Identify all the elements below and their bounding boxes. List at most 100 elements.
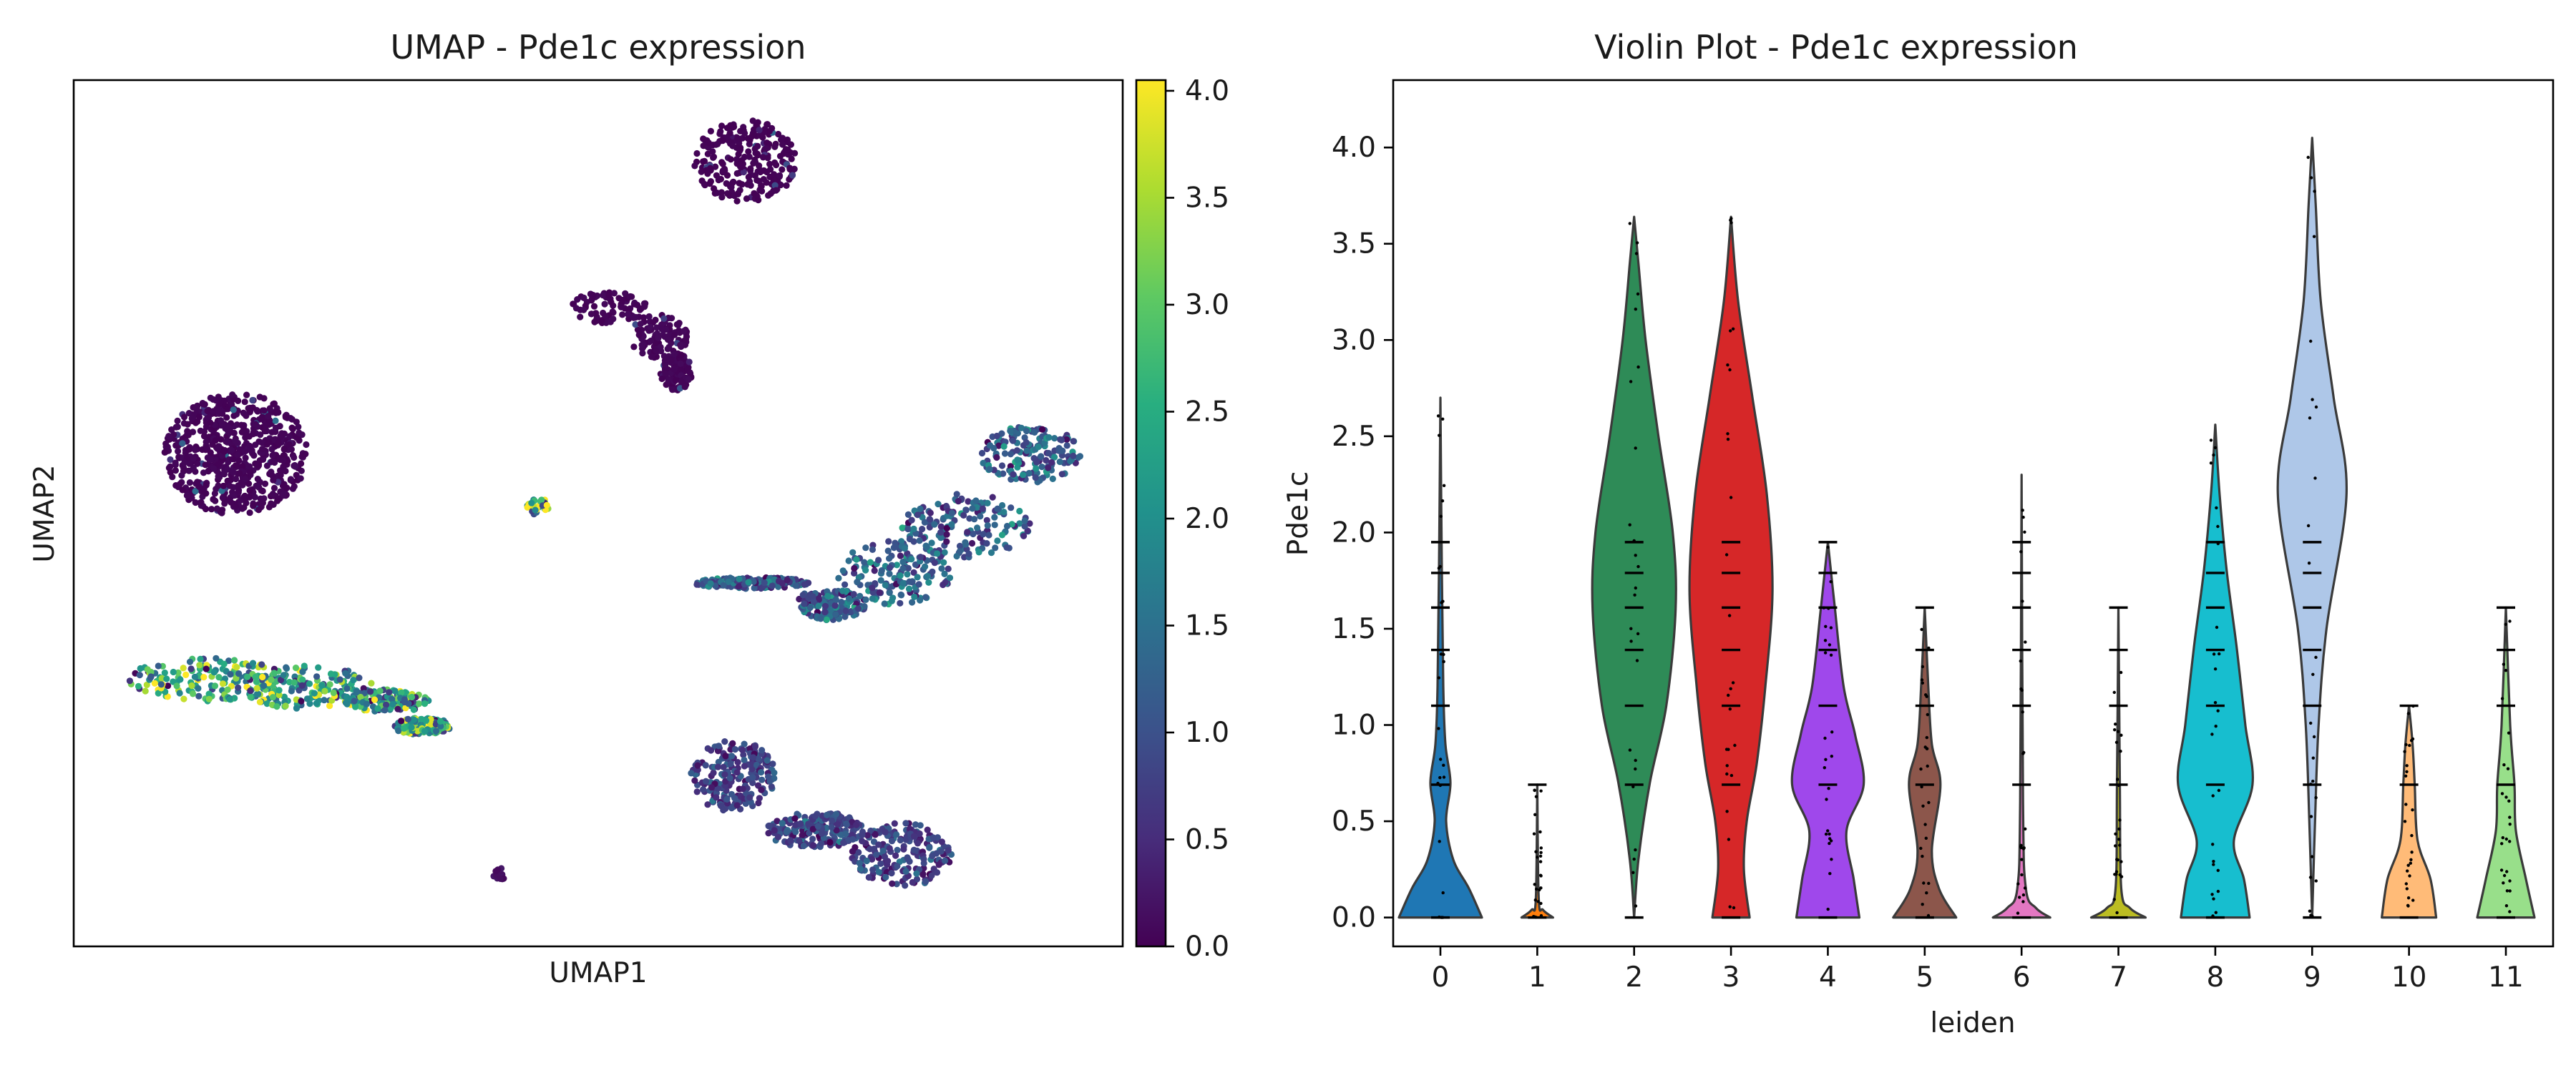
umap-point — [829, 824, 835, 831]
umap-point — [155, 662, 162, 669]
umap-point — [257, 699, 263, 705]
violin-2-point — [1629, 640, 1632, 642]
violin-9-point — [2315, 879, 2318, 882]
violin-6-point — [2016, 882, 2019, 885]
umap-point — [750, 754, 756, 760]
umap-point — [758, 777, 765, 783]
violin-11-point — [2502, 836, 2504, 839]
umap-point — [728, 753, 735, 759]
violin-6-point — [2019, 660, 2022, 662]
violin-1-point — [1537, 900, 1540, 903]
umap-point — [737, 163, 743, 170]
violin-3-point — [1729, 906, 1732, 908]
violin-8-point — [2214, 667, 2217, 670]
umap-point — [669, 386, 675, 393]
umap-point — [911, 847, 917, 853]
umap-point — [943, 539, 950, 545]
violin-10-point — [2410, 851, 2413, 853]
violin-4-point — [1824, 758, 1827, 761]
violin-3-point — [1729, 329, 1732, 332]
umap-point — [673, 377, 679, 383]
umap-point — [791, 815, 798, 822]
umap-point — [796, 838, 802, 844]
umap-point — [752, 743, 758, 750]
umap-point — [225, 406, 231, 412]
umap-point — [872, 567, 878, 574]
umap-point — [170, 669, 177, 675]
violin-4-point — [1830, 654, 1833, 657]
umap-point — [900, 580, 907, 587]
umap-point — [368, 680, 374, 687]
violin-group-10 — [2382, 705, 2436, 918]
umap-point — [288, 446, 295, 453]
violin-8-point — [2217, 710, 2220, 712]
umap-point — [938, 524, 945, 530]
violin-11-point — [2508, 815, 2511, 818]
umap-point — [248, 446, 254, 453]
umap-point — [994, 537, 1000, 544]
umap-point — [704, 801, 711, 808]
violin-2-point — [1634, 554, 1637, 557]
violin-5 — [1893, 607, 1956, 917]
violin-2-point — [1636, 241, 1639, 244]
violin-8-point — [2212, 897, 2215, 900]
violin-11-point — [2505, 838, 2508, 841]
umap-point — [283, 414, 289, 421]
violin-9-point — [2310, 176, 2313, 179]
umap-point — [1048, 459, 1055, 466]
violin-9-point — [2309, 722, 2312, 725]
violin-1-point — [1533, 883, 1536, 886]
umap-point — [962, 541, 969, 547]
umap-point — [242, 476, 248, 482]
umap-point — [776, 172, 783, 179]
umap-point — [250, 431, 256, 437]
violin-x-tick-label: 8 — [2206, 961, 2224, 994]
umap-point — [1014, 456, 1020, 463]
violin-y-tick-label: 3.0 — [1332, 324, 1376, 356]
umap-point — [955, 498, 962, 504]
umap-point — [745, 579, 751, 585]
umap-point — [917, 554, 924, 560]
umap-point — [293, 705, 300, 712]
umap-point — [970, 531, 976, 537]
violin-11-point — [2503, 874, 2506, 877]
violin-group-5 — [1893, 607, 1956, 917]
violin-x-tick-label: 2 — [1625, 961, 1643, 994]
violin-7-point — [2115, 741, 2118, 744]
umap-point — [221, 449, 228, 455]
violin-3-point — [1726, 363, 1729, 366]
umap-point — [731, 795, 738, 801]
umap-point — [190, 690, 196, 697]
umap-point — [327, 681, 333, 687]
violin-y-tick-label: 1.5 — [1332, 613, 1376, 645]
umap-point — [869, 584, 875, 591]
violin-10-point — [2408, 744, 2411, 747]
umap-point — [750, 117, 756, 124]
violin-6-point — [2021, 900, 2024, 903]
umap-point — [678, 378, 685, 385]
umap-point — [732, 746, 738, 753]
umap-point — [832, 611, 839, 617]
umap-point — [685, 366, 691, 373]
umap-point — [862, 544, 869, 551]
umap-point — [286, 433, 293, 439]
umap-point — [758, 747, 765, 753]
umap-ylabel: UMAP2 — [29, 464, 61, 562]
umap-point — [708, 784, 715, 790]
violin-y-tick-label: 2.0 — [1332, 516, 1376, 549]
umap-point — [853, 557, 859, 563]
violin-8-point — [2215, 725, 2218, 727]
umap-point — [233, 664, 240, 670]
violin-x-tick-label: 0 — [1432, 961, 1450, 994]
umap-point — [353, 689, 360, 695]
umap-point — [660, 315, 667, 322]
umap-point — [178, 472, 185, 479]
umap-point — [931, 521, 937, 528]
umap-point — [886, 555, 892, 562]
umap-point — [919, 526, 925, 532]
umap-point — [391, 687, 398, 694]
umap-point — [927, 509, 934, 516]
umap-point — [580, 295, 587, 301]
violin-8-point — [2212, 860, 2215, 863]
umap-point — [937, 529, 944, 536]
